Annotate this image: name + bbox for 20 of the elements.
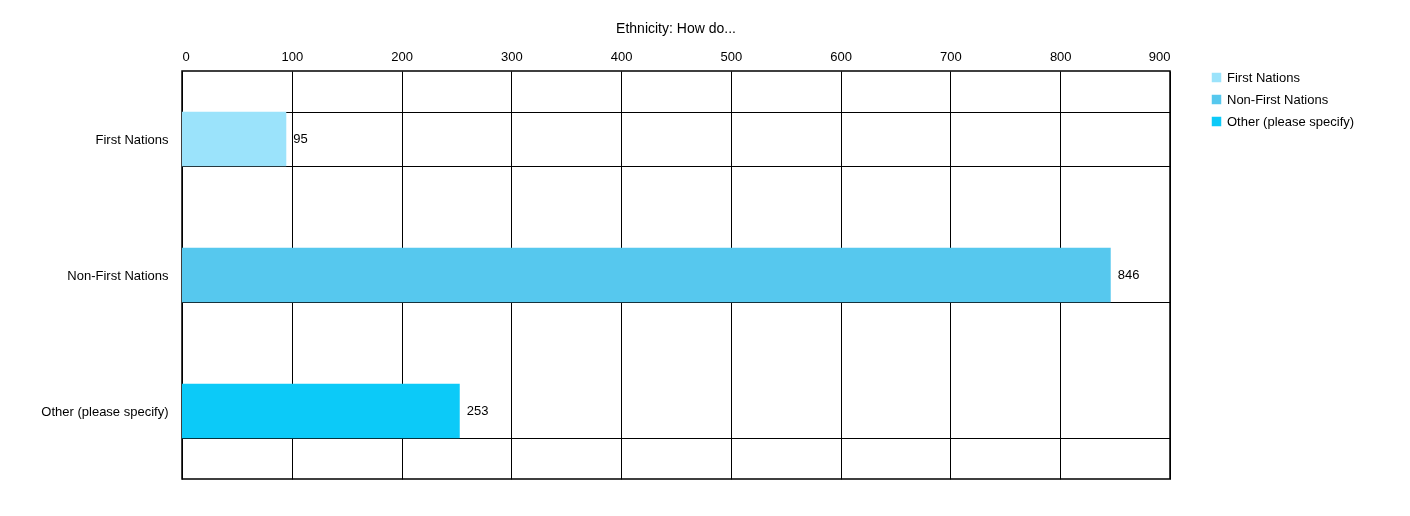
x-tick-label: 300	[500, 48, 523, 64]
data-label: 846	[1117, 267, 1140, 282]
legend-label: Non-First Nations	[1227, 91, 1329, 107]
data-label: 95	[293, 131, 308, 146]
chart-title: Ethnicity: How do...	[616, 20, 736, 36]
y-tick-label: Other (please specify)	[41, 403, 169, 419]
x-tick-label: 0	[182, 48, 190, 64]
legend-label: Other (please specify)	[1227, 113, 1355, 129]
x-tick-label: 100	[281, 48, 304, 64]
y-tick-label: Non-First Nations	[67, 267, 169, 283]
x-tick-label: 200	[391, 48, 413, 64]
data-label: 253	[466, 403, 489, 418]
x-tick-label: 500	[720, 48, 743, 64]
y-tick-label: First Nations	[95, 131, 169, 147]
legend-label: First Nations	[1227, 69, 1301, 85]
x-tick-label: 600	[830, 48, 853, 64]
x-tick-label: 700	[940, 48, 962, 64]
x-tick-label: 900	[1148, 48, 1171, 64]
x-tick-label: 800	[1049, 48, 1072, 64]
x-tick-label: 400	[610, 48, 633, 64]
